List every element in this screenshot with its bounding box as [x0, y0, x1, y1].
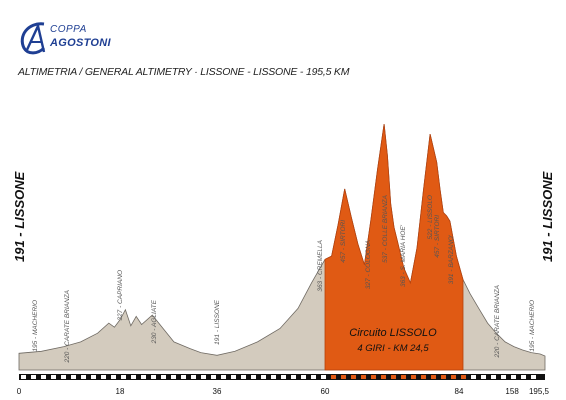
elevation-annotation-label: 195 - MACHERIO [529, 300, 536, 352]
coppa-agostoni-logo: COPPA AGOSTONI [14, 18, 124, 60]
elevation-annotation-label: 327 - COLOGNA [365, 240, 372, 289]
elevation-annotation-label: 195 - MACHERIO [32, 300, 39, 352]
elevation-annotation-label: 220 - CARATE BRIANZA [64, 290, 71, 363]
chart-subtitle: ALTIMETRIA / GENERAL ALTIMETRY · LISSONE… [18, 66, 350, 78]
x-tick-label: 36 [213, 387, 222, 396]
elevation-annotation-label: 230 - AGLIATE [151, 299, 158, 344]
logo-emblem-icon [20, 22, 46, 55]
elevation-annotation-label: 363 - S. MARIA HOE' [400, 224, 407, 287]
elevation-annotation-label: 327 - CAPRIANO [117, 270, 124, 321]
circuit-lissolo-area [324, 123, 464, 371]
elevation-profile-area [18, 123, 546, 371]
elevation-annotation-label: 457 - SIRTORI [340, 220, 347, 263]
elevation-annotation-label: 191 - LISSONE [214, 299, 221, 344]
circuit-title: Circuito LISSOLO [349, 327, 437, 339]
x-tick-label: 0 [17, 387, 22, 396]
elevation-annotation-label: 220 - CARATE BRIANZA [494, 285, 501, 358]
elevation-annotation-label: 457 - SIRTORI [434, 215, 441, 258]
x-tick-label: 84 [455, 387, 464, 396]
x-tick-label: 158 [505, 387, 519, 396]
elevation-annotation-label: 522 - LISSOLO [427, 195, 434, 239]
start-city-label: 191 - LISSONE [12, 171, 27, 262]
finish-city-label: 191 - LISSONE [540, 171, 555, 262]
circuit-subtitle: 4 GIRI - KM 24,5 [357, 343, 429, 354]
elevation-annotation-label: 391 - BARZANO' [448, 234, 455, 284]
elevation-annotation-label: 537 - COLLE BRIANZA [382, 195, 389, 263]
x-tick-label: 60 [321, 387, 330, 396]
elevation-annotation-label: 363 - CREMELLA [317, 240, 324, 292]
logo-text-bottom: AGOSTONI [50, 37, 111, 49]
x-tick-label: 18 [116, 387, 125, 396]
x-tick-label: 195,5 [529, 387, 550, 396]
logo-text-top: COPPA [50, 24, 87, 35]
